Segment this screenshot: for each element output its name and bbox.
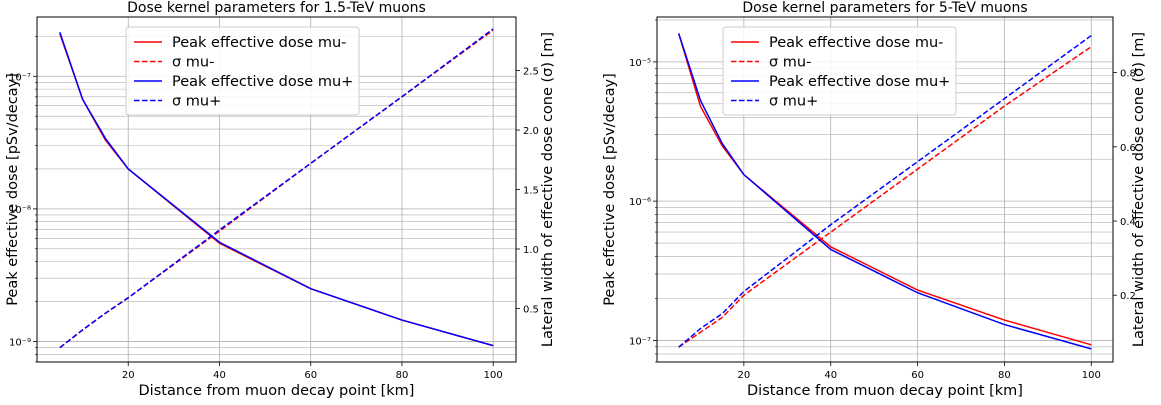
y-right-tick-label: 0.6 — [1120, 143, 1136, 154]
x-tick-label: 60 — [911, 370, 924, 381]
y-right-tick-label: 2.5 — [523, 67, 539, 78]
y-right-tick-label: 1.5 — [523, 186, 539, 197]
y-left-tick-label: 10⁻⁷ — [629, 336, 651, 347]
x-axis-label: Distance from muon decay point [km] — [139, 383, 415, 399]
series-line-2 — [678, 46, 1092, 348]
axes-frame — [656, 16, 1114, 363]
y-left-tick-label: 10⁻⁸ — [9, 205, 31, 216]
y-left-tick-label: 10⁻⁶ — [629, 197, 651, 208]
y-left-axis-label: Peak effective dose [pSv/decay] — [602, 73, 618, 306]
y-right-axis-label: Lateral width of effective dose cone (σ)… — [1131, 32, 1147, 347]
y-left-tick-label: 10⁻⁹ — [9, 337, 31, 348]
x-axis-label: Distance from muon decay point [km] — [747, 383, 1023, 399]
x-tick-label: 20 — [737, 370, 750, 381]
x-tick-label: 100 — [1082, 370, 1101, 381]
y-right-tick-label: 1.0 — [523, 245, 539, 256]
x-tick-label: 100 — [484, 370, 503, 381]
legend-label: σ mu- — [172, 55, 214, 71]
series-line-3 — [677, 33, 1092, 350]
chart-panel-1: 20 40 60 80 100 10⁻⁹ 10⁻⁸ 10⁻⁷ 0.5 1.0 1.5 2.0 2.5 Do… — [5, 0, 556, 399]
series-line-1 — [677, 33, 1092, 346]
y-right-tick-label: 0.5 — [523, 304, 539, 315]
legend-label: Peak effective dose mu+ — [769, 74, 950, 90]
series-line-3 — [59, 31, 494, 347]
x-tick-label: 80 — [998, 370, 1011, 381]
chart-title: Dose kernel parameters for 1.5-TeV muons — [127, 0, 426, 16]
legend: Peak effective dose mu-σ mu- Peak effecti… — [125, 26, 360, 116]
y-right-tick-label: 0.8 — [1120, 69, 1136, 80]
x-tick-label: 40 — [213, 370, 226, 381]
x-tick-label: 60 — [304, 370, 317, 381]
y-right-axis-label: Lateral width of effective dose cone (σ)… — [540, 32, 556, 347]
y-left-axis-label: Peak effective dose [pSv/decay] — [5, 73, 21, 306]
x-tick-label: 20 — [122, 370, 135, 381]
legend-label: Peak effective dose mu- — [172, 35, 346, 51]
legend-label: Peak effective dose mu- — [769, 35, 943, 51]
chart-title: Dose kernel parameters for 5-TeV muons — [742, 0, 1027, 16]
x-tick-label: 80 — [396, 370, 409, 381]
y-left-tick-label: 10⁻⁷ — [9, 72, 31, 83]
legend: Peak effective dose mu-σ mu- Peak effecti… — [722, 26, 957, 116]
legend-label: σ mu+ — [769, 94, 818, 110]
chart-panel-2: 20 40 60 80 100 10⁻⁷ 10⁻⁶ 10⁻⁵ 0.2 0.4 0.6 0.8 Dose … — [602, 0, 1147, 399]
x-tick-label: 40 — [824, 370, 837, 381]
legend-label: σ mu+ — [172, 94, 221, 110]
y-right-tick-label: 0.4 — [1120, 217, 1136, 228]
y-left-tick-label: 10⁻⁵ — [629, 58, 651, 69]
legend-label: σ mu- — [769, 55, 811, 71]
y-right-tick-label: 2.0 — [523, 126, 539, 137]
series-line-4 — [678, 34, 1092, 348]
series-line-4 — [59, 28, 494, 349]
y-right-tick-label: 0.2 — [1120, 291, 1136, 302]
legend-label: Peak effective dose mu+ — [172, 74, 353, 90]
